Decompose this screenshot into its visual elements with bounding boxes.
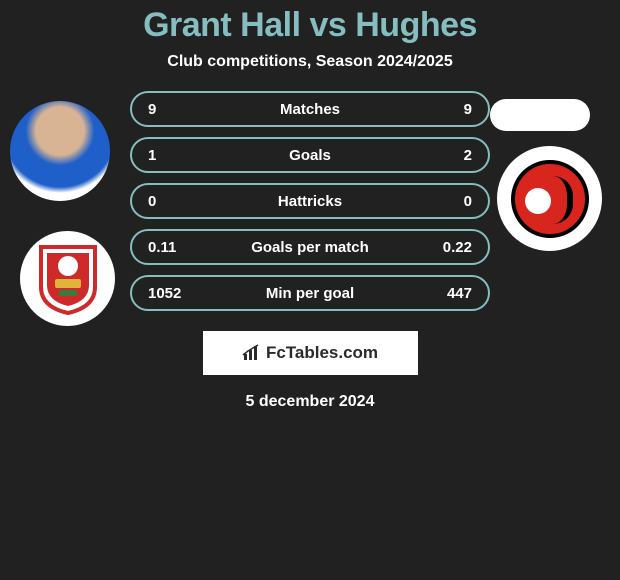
stat-right-value: 0 (424, 193, 472, 210)
watermark-label: FcTables.com (266, 343, 378, 363)
stat-left-value: 1052 (148, 285, 196, 302)
stat-left-value: 0.11 (148, 239, 196, 256)
stat-right-value: 0.22 (424, 239, 472, 256)
stat-left-value: 9 (148, 101, 196, 118)
stat-right-value: 447 (424, 285, 472, 302)
stat-label: Goals per match (196, 239, 424, 256)
stat-row-hattricks: 0 Hattricks 0 (130, 183, 490, 219)
club-badge-right (497, 146, 602, 251)
stat-right-value: 9 (424, 101, 472, 118)
page-title: Grant Hall vs Hughes (143, 6, 477, 45)
club-badge-left (20, 231, 115, 326)
date-label: 5 december 2024 (246, 393, 375, 411)
stat-row-goals: 1 Goals 2 (130, 137, 490, 173)
stat-label: Min per goal (196, 285, 424, 302)
watermark[interactable]: FcTables.com (203, 331, 418, 375)
stat-row-matches: 9 Matches 9 (130, 91, 490, 127)
fleetwood-badge-icon (511, 160, 589, 238)
player-avatar-right (490, 99, 590, 131)
bar-chart-icon (242, 344, 262, 362)
page-subtitle: Club competitions, Season 2024/2025 (167, 53, 452, 71)
stat-row-min-per-goal: 1052 Min per goal 447 (130, 275, 490, 311)
stat-row-goals-per-match: 0.11 Goals per match 0.22 (130, 229, 490, 265)
player-avatar-left (10, 101, 110, 201)
stat-label: Hattricks (196, 193, 424, 210)
stat-right-value: 2 (424, 147, 472, 164)
swindon-badge-icon (37, 243, 99, 315)
stat-label: Matches (196, 101, 424, 118)
stat-left-value: 1 (148, 147, 196, 164)
stat-left-value: 0 (148, 193, 196, 210)
stat-label: Goals (196, 147, 424, 164)
main-area: 9 Matches 9 1 Goals 2 0 Hattricks 0 0.11… (0, 91, 620, 321)
comparison-card: Grant Hall vs Hughes Club competitions, … (0, 0, 620, 580)
stats-block: 9 Matches 9 1 Goals 2 0 Hattricks 0 0.11… (130, 91, 490, 311)
